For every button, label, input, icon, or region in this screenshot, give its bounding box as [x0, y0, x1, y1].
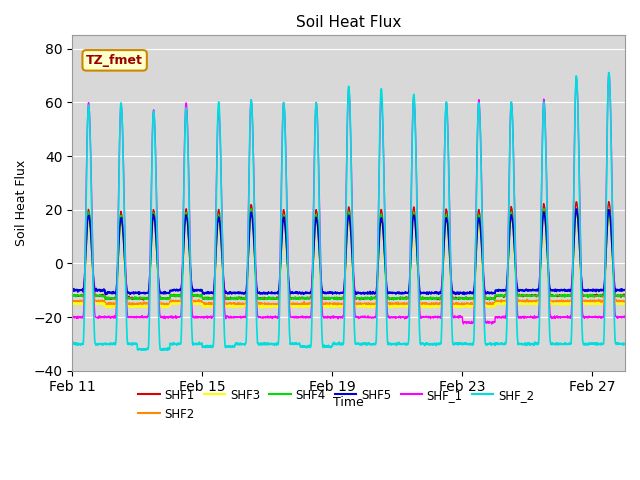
Y-axis label: Soil Heat Flux: Soil Heat Flux	[15, 160, 28, 246]
SHF1	[140, 297, 147, 303]
SHF5	[102, 292, 109, 298]
SHF1	[516, 292, 524, 298]
SHF3	[516, 301, 524, 307]
Line: SHF3: SHF3	[72, 214, 625, 308]
SHF_2	[621, 341, 629, 347]
SHF2	[452, 302, 460, 308]
SHF4	[379, 219, 387, 225]
SHF4	[68, 293, 76, 299]
Line: SHF_2: SHF_2	[72, 72, 625, 350]
SHF4	[516, 292, 524, 298]
SHF3	[68, 300, 76, 306]
Line: SHF2: SHF2	[72, 209, 625, 305]
SHF_1	[605, 70, 612, 76]
SHF1	[253, 284, 260, 290]
SHF2	[621, 298, 629, 304]
SHF_2	[281, 118, 289, 124]
SHF1	[68, 292, 76, 298]
SHF5	[379, 223, 387, 229]
SHF4	[540, 206, 548, 212]
SHF_1	[68, 314, 76, 320]
SHF_1	[488, 321, 495, 327]
SHF2	[541, 223, 549, 229]
SHF5	[621, 287, 629, 293]
SHF_2	[157, 348, 165, 353]
SHF2	[281, 220, 289, 226]
SHF5	[281, 221, 289, 227]
Legend: SHF1, SHF2, SHF3, SHF4, SHF5, SHF_1, SHF_2: SHF1, SHF2, SHF3, SHF4, SHF5, SHF_1, SHF…	[134, 384, 539, 425]
Line: SHF5: SHF5	[72, 209, 625, 295]
SHF_2	[68, 342, 76, 348]
SHF4	[621, 293, 629, 299]
SHF3	[281, 227, 289, 233]
SHF_1	[379, 111, 387, 117]
Line: SHF4: SHF4	[72, 209, 625, 300]
SHF3	[541, 228, 549, 234]
SHF_2	[541, 138, 549, 144]
SHF3	[379, 230, 387, 236]
SHF_2	[253, 314, 260, 320]
SHF_1	[385, 313, 393, 319]
SHF3	[258, 305, 266, 311]
SHF3	[572, 211, 580, 217]
SHF4	[490, 298, 498, 303]
SHF1	[621, 294, 629, 300]
SHF3	[252, 289, 260, 295]
SHF4	[542, 224, 550, 230]
SHF3	[386, 304, 394, 310]
SHF5	[541, 221, 549, 227]
SHF5	[68, 288, 76, 293]
Text: TZ_fmet: TZ_fmet	[86, 54, 143, 67]
SHF2	[605, 206, 613, 212]
SHF_2	[379, 115, 387, 121]
SHF_1	[516, 314, 524, 320]
SHF3	[621, 301, 629, 307]
SHF1	[605, 199, 612, 204]
Line: SHF1: SHF1	[72, 202, 625, 300]
SHF_2	[605, 70, 612, 75]
SHF2	[252, 287, 260, 292]
Line: SHF_1: SHF_1	[72, 73, 625, 324]
SHF2	[68, 299, 76, 304]
SHF4	[281, 216, 289, 222]
SHF_1	[252, 281, 260, 287]
SHF1	[281, 214, 289, 219]
SHF2	[385, 300, 393, 306]
SHF4	[385, 296, 393, 301]
SHF2	[379, 222, 387, 228]
SHF4	[252, 282, 260, 288]
SHF_1	[281, 109, 289, 115]
SHF5	[572, 206, 580, 212]
SHF1	[541, 216, 549, 221]
SHF_2	[516, 341, 524, 347]
SHF_2	[386, 341, 394, 347]
Title: Soil Heat Flux: Soil Heat Flux	[296, 15, 401, 30]
SHF_1	[541, 131, 549, 137]
SHF5	[386, 289, 394, 295]
X-axis label: Time: Time	[333, 396, 364, 409]
SHF1	[386, 295, 394, 301]
SHF5	[253, 280, 260, 286]
SHF1	[379, 217, 387, 223]
SHF_1	[621, 314, 629, 320]
SHF2	[516, 298, 524, 303]
SHF5	[516, 288, 524, 293]
